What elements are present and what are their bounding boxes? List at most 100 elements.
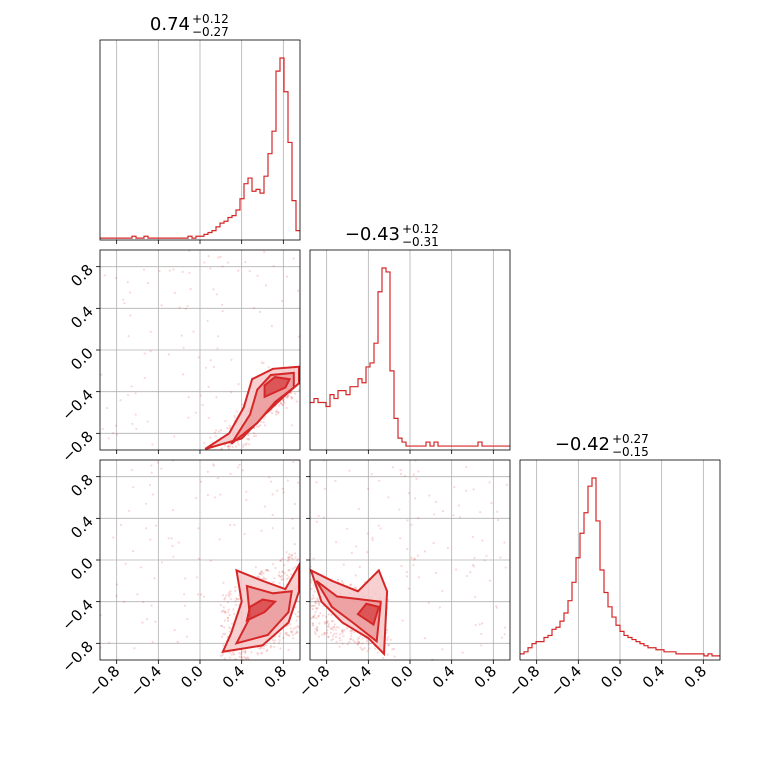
pair-panel-1-2-point <box>199 394 202 397</box>
pair-panel-1-3-point <box>234 600 237 603</box>
pair-panel-2-3-point <box>350 630 353 633</box>
pair-panel-1-3-point <box>226 617 229 620</box>
pair-panel-1-3-point <box>273 639 276 642</box>
pair-panel-1-3-point <box>223 626 226 629</box>
pair-panel-1-3-ytick-label-3: 0.4 <box>67 512 97 542</box>
pair-panel-2-3-point <box>438 606 441 609</box>
pair-panel-1-2-point <box>270 324 273 328</box>
pair-panel-1-2-point <box>203 442 206 445</box>
pair-panel-2-3-point <box>481 539 484 542</box>
pair-panel-1-3-point <box>264 569 267 572</box>
pair-panel-1-2-point <box>274 411 278 414</box>
pair-panel-2-3-point <box>434 500 438 504</box>
pair-panel-1-2-point <box>173 291 177 295</box>
pair-panel-2-3-point <box>317 614 320 617</box>
pair-panel-1-3-point <box>245 490 248 493</box>
pair-panel-1-2-point <box>287 394 290 397</box>
pair-panel-1-3-point <box>282 491 285 494</box>
pair-panel-1-3-point <box>144 502 148 505</box>
pair-panel-1-2-point <box>227 261 230 264</box>
pair-panel-1-2-point <box>282 399 285 402</box>
pair-panel-1-3-point <box>229 627 232 630</box>
pair-panel-1-2-point <box>184 307 187 310</box>
pair-panel-1-3-point <box>256 651 259 654</box>
pair-panel-2-3-xtick-label-0: −0.8 <box>295 662 333 700</box>
pair-panel-1-3-point <box>287 556 290 559</box>
pair-panel-1-2-point <box>286 396 289 400</box>
pair-panel-1-2-point <box>227 447 231 450</box>
pair-panel-2-3-point <box>423 550 427 553</box>
pair-panel-1-3-point <box>227 593 230 596</box>
pair-panel-1-3-point <box>264 644 268 647</box>
pair-panel-1-2-point <box>297 335 301 338</box>
pair-panel-2-3-point <box>318 622 321 625</box>
pair-panel-2-3-point <box>389 638 392 641</box>
pair-panel-2-3-point <box>368 647 371 650</box>
pair-panel-1-2-point <box>235 445 238 448</box>
pair-panel-1-2-point <box>187 395 190 399</box>
pair-panel-1-3-point <box>259 570 263 573</box>
pair-panel-1-3-point <box>272 562 275 566</box>
pair-panel-1-3-point <box>287 558 291 561</box>
pair-panel-1-3-point <box>288 634 291 637</box>
pair-panel-1-3-point <box>220 624 224 628</box>
pair-panel-1-2-point <box>134 413 137 416</box>
pair-panel-1-3-point <box>273 577 276 580</box>
pair-panel-1-2-point <box>220 447 223 450</box>
pair-panel-1-2-point <box>275 409 278 412</box>
pair-panel-2-3-point <box>335 640 338 643</box>
pair-panel-1-3-xtick-label-3: 0.4 <box>219 662 249 692</box>
pair-panel-1-2-point <box>209 436 212 439</box>
pair-panel-1-2-point <box>295 400 298 403</box>
pair-panel-1-2-point <box>290 397 293 400</box>
pair-panel-1-2-point <box>187 416 190 419</box>
pair-panel-2-3-point <box>441 509 445 513</box>
pair-panel-1-3-point <box>228 613 231 617</box>
pair-panel-1-3-point <box>262 572 265 575</box>
pair-panel-2-3-point <box>317 598 320 601</box>
pair-panel-2-3-point <box>386 636 390 639</box>
pair-panel-2-3-point <box>366 650 369 653</box>
pair-panel-1-3-point <box>202 595 206 598</box>
pair-panel-1-2-point <box>244 261 247 264</box>
pair-panel-1-3-point <box>151 493 155 496</box>
pair-panel-1-2-point <box>247 434 250 437</box>
pair-panel-2-3-point <box>327 613 331 616</box>
pair-panel-1-3-point <box>281 570 284 573</box>
pair-panel-2-3-point <box>481 622 484 625</box>
pair-panel-2-3-xtick-label-1: −0.4 <box>337 662 375 700</box>
pair-panel-1-2-point <box>235 410 238 413</box>
pair-panel-1-3-point <box>222 581 225 584</box>
pair-panel-2-3-point <box>312 616 315 619</box>
pair-panel-1-3-point <box>176 640 179 643</box>
pair-panel-1-3-point <box>229 593 232 596</box>
pair-panel-1-2-point <box>283 401 286 405</box>
pair-panel-2-3-point <box>314 627 317 631</box>
pair-panel-1-3-point <box>244 657 247 660</box>
pair-panel-1-3-point <box>290 554 293 557</box>
pair-panel-1-3-point <box>145 527 148 530</box>
hist-panel-1: 0.74 +0.12−0.27 <box>99 12 301 244</box>
pair-panel-1-2-point <box>167 353 171 356</box>
pair-panel-1-2-point <box>267 366 270 369</box>
pair-panel-1-2-point <box>217 430 221 433</box>
pair-panel-1-2-point <box>272 264 275 268</box>
pair-panel-2-3-point <box>407 587 410 590</box>
pair-panel-1-2-point <box>181 270 184 273</box>
pair-panel-2-3-point <box>366 532 369 535</box>
hist-panel-1-title-minus: −0.27 <box>192 25 229 39</box>
pair-panel-2-3-point <box>446 546 449 550</box>
pair-panel-1-3-point <box>296 615 299 618</box>
pair-panel-1-3-point <box>226 600 230 604</box>
pair-panel-2-3-point <box>341 628 344 631</box>
pair-panel-2-3-point <box>325 621 328 625</box>
pair-panel-1-2-point <box>214 435 217 438</box>
pair-panel-1-2-point <box>209 267 212 270</box>
pair-panel-2-3-point <box>355 545 358 548</box>
pair-panel-2-3-point <box>488 481 491 484</box>
pair-panel-1-3-point <box>258 647 262 650</box>
pair-panel-1-3-point <box>228 651 232 654</box>
pair-panel-2-3-point <box>392 647 396 650</box>
pair-panel-1-2-point <box>212 365 215 368</box>
pair-panel-2-3-point <box>382 656 385 660</box>
